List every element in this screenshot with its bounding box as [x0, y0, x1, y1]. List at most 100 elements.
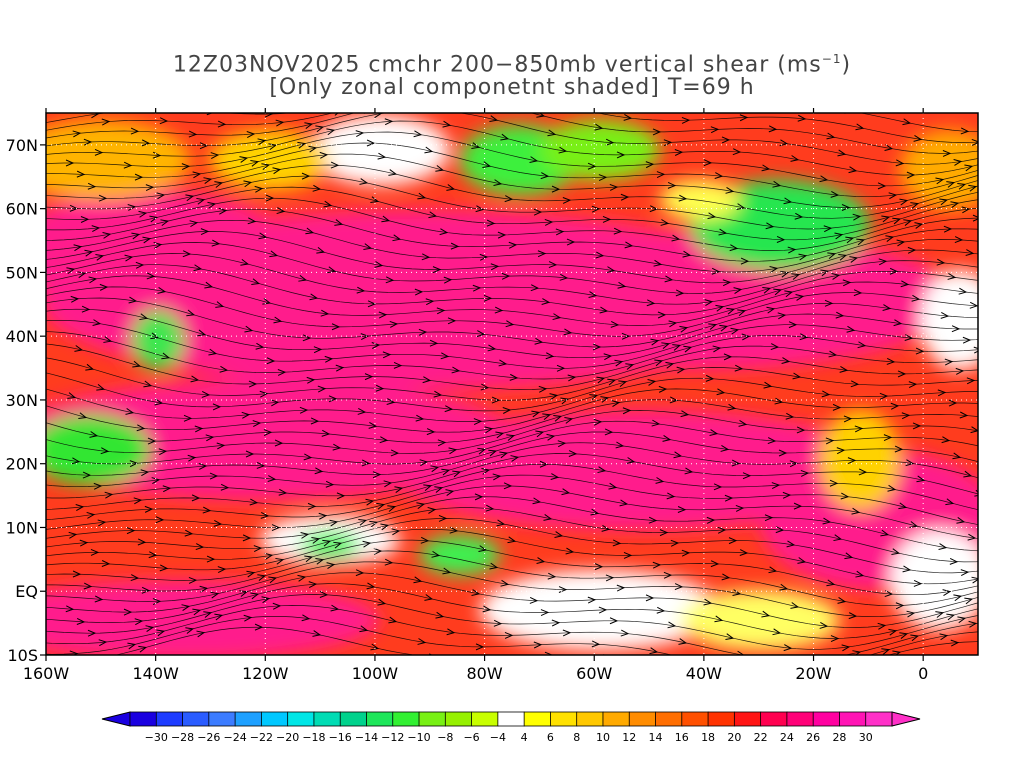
streamline-arrow [966, 377, 976, 385]
streamline-arrow [330, 161, 340, 169]
streamline-arrow [798, 253, 808, 261]
streamline-arrow [503, 482, 513, 490]
streamline-arrow [544, 218, 554, 226]
streamline-arrow [893, 319, 903, 327]
colorbar-label: 18 [701, 731, 715, 744]
colorbar-label: −16 [329, 731, 352, 744]
streamline-arrow [83, 582, 93, 590]
streamline-arrow [940, 311, 950, 319]
streamline-arrow [505, 320, 515, 328]
streamline-arrow [476, 330, 486, 338]
streamline-arrow [139, 313, 149, 321]
streamline-arrow [210, 591, 220, 599]
streamline-arrow [736, 203, 746, 211]
streamline-arrow [965, 249, 975, 256]
streamline-arrow [159, 117, 169, 125]
streamline-arrow [826, 579, 836, 587]
colorbar-swatch [550, 711, 578, 727]
streamline-arrow [185, 194, 195, 202]
streamline-arrow [497, 231, 507, 239]
streamline-arrow [678, 194, 688, 202]
axis-ticks [40, 108, 924, 661]
streamline-arrow [910, 634, 920, 642]
streamline-arrow [71, 457, 81, 465]
streamline-arrow [845, 236, 855, 244]
streamline-arrow [183, 414, 193, 422]
streamline-arrow [834, 232, 844, 240]
streamline-arrow [384, 558, 394, 566]
streamline-arrow [67, 392, 77, 399]
colorbar-label: 26 [806, 731, 820, 744]
streamline-arrow [830, 190, 840, 198]
streamline-arrow [853, 289, 863, 297]
streamline-arrow [364, 373, 374, 381]
streamline-arrow [209, 472, 219, 480]
streamline-arrow [420, 536, 430, 544]
streamline-arrow [880, 529, 890, 537]
streamline-arrow [390, 449, 400, 457]
streamline-arrow [844, 552, 854, 560]
map-frame [45, 112, 979, 656]
streamline-arrow [549, 393, 559, 400]
streamline-arrow [450, 242, 460, 250]
streamline [46, 507, 978, 563]
longitude-labels: 160W 140W 120W 100W 80W 60W 40W 20W 0 [23, 664, 928, 683]
streamline-arrow [841, 644, 851, 652]
streamline-arrow [787, 246, 797, 254]
streamline-arrow [658, 385, 668, 393]
streamline-arrow [616, 584, 626, 592]
streamline-arrow [565, 547, 575, 555]
streamline-arrow [961, 206, 971, 214]
streamline-arrow [433, 390, 443, 398]
streamline-arrow [243, 180, 253, 188]
streamline-arrow [217, 120, 227, 128]
colorbar-label: 30 [859, 731, 873, 744]
streamline-arrow [94, 148, 104, 156]
streamline-arrow [389, 320, 399, 328]
streamline-arrow [189, 220, 199, 228]
streamline-arrow [703, 598, 713, 606]
shading-region [660, 180, 740, 220]
streamline-arrow [443, 276, 453, 284]
streamline-arrow [626, 457, 636, 464]
streamline-arrow [219, 365, 229, 373]
streamline-arrow [728, 537, 738, 545]
streamline-arrow [714, 615, 724, 623]
lon-label: 20W [795, 664, 831, 683]
streamline-arrow [884, 590, 894, 598]
shading-region [440, 230, 960, 370]
streamline [46, 113, 978, 165]
streamline-arrow [672, 344, 682, 351]
streamline-arrow [312, 184, 322, 192]
streamline-arrow [74, 345, 84, 352]
streamline-arrow [143, 380, 153, 388]
streamline-arrow [500, 579, 510, 587]
streamline-arrow [548, 261, 558, 269]
streamline-arrow [955, 367, 965, 375]
streamline-arrow [80, 216, 90, 223]
streamline-arrow [705, 374, 715, 382]
streamline-arrow [848, 166, 858, 174]
streamline-arrow [298, 274, 308, 282]
latitude-labels: 70N 60N 50N 40N 30N 20N 10N EQ 10S [6, 136, 38, 665]
streamline-arrow [609, 183, 619, 191]
streamline-arrow [366, 582, 376, 590]
streamline-arrow [968, 620, 978, 628]
streamline-arrow [891, 548, 901, 556]
streamline-arrow [495, 431, 505, 439]
streamline-arrow [70, 295, 80, 303]
streamline-arrow [141, 586, 151, 594]
streamline-arrow [611, 400, 621, 408]
streamline-arrow [475, 205, 485, 213]
streamline-arrow [73, 244, 83, 252]
streamline-arrow [191, 494, 201, 502]
streamline-arrow [617, 281, 627, 289]
streamline-arrow [483, 294, 493, 302]
streamline-arrow [731, 459, 741, 467]
streamline-arrow [915, 347, 925, 355]
streamline-arrow [529, 156, 539, 164]
streamline-arrow [383, 480, 393, 488]
streamline-arrow [799, 333, 809, 341]
streamline-arrow [594, 123, 604, 131]
streamline-arrow [269, 250, 279, 258]
